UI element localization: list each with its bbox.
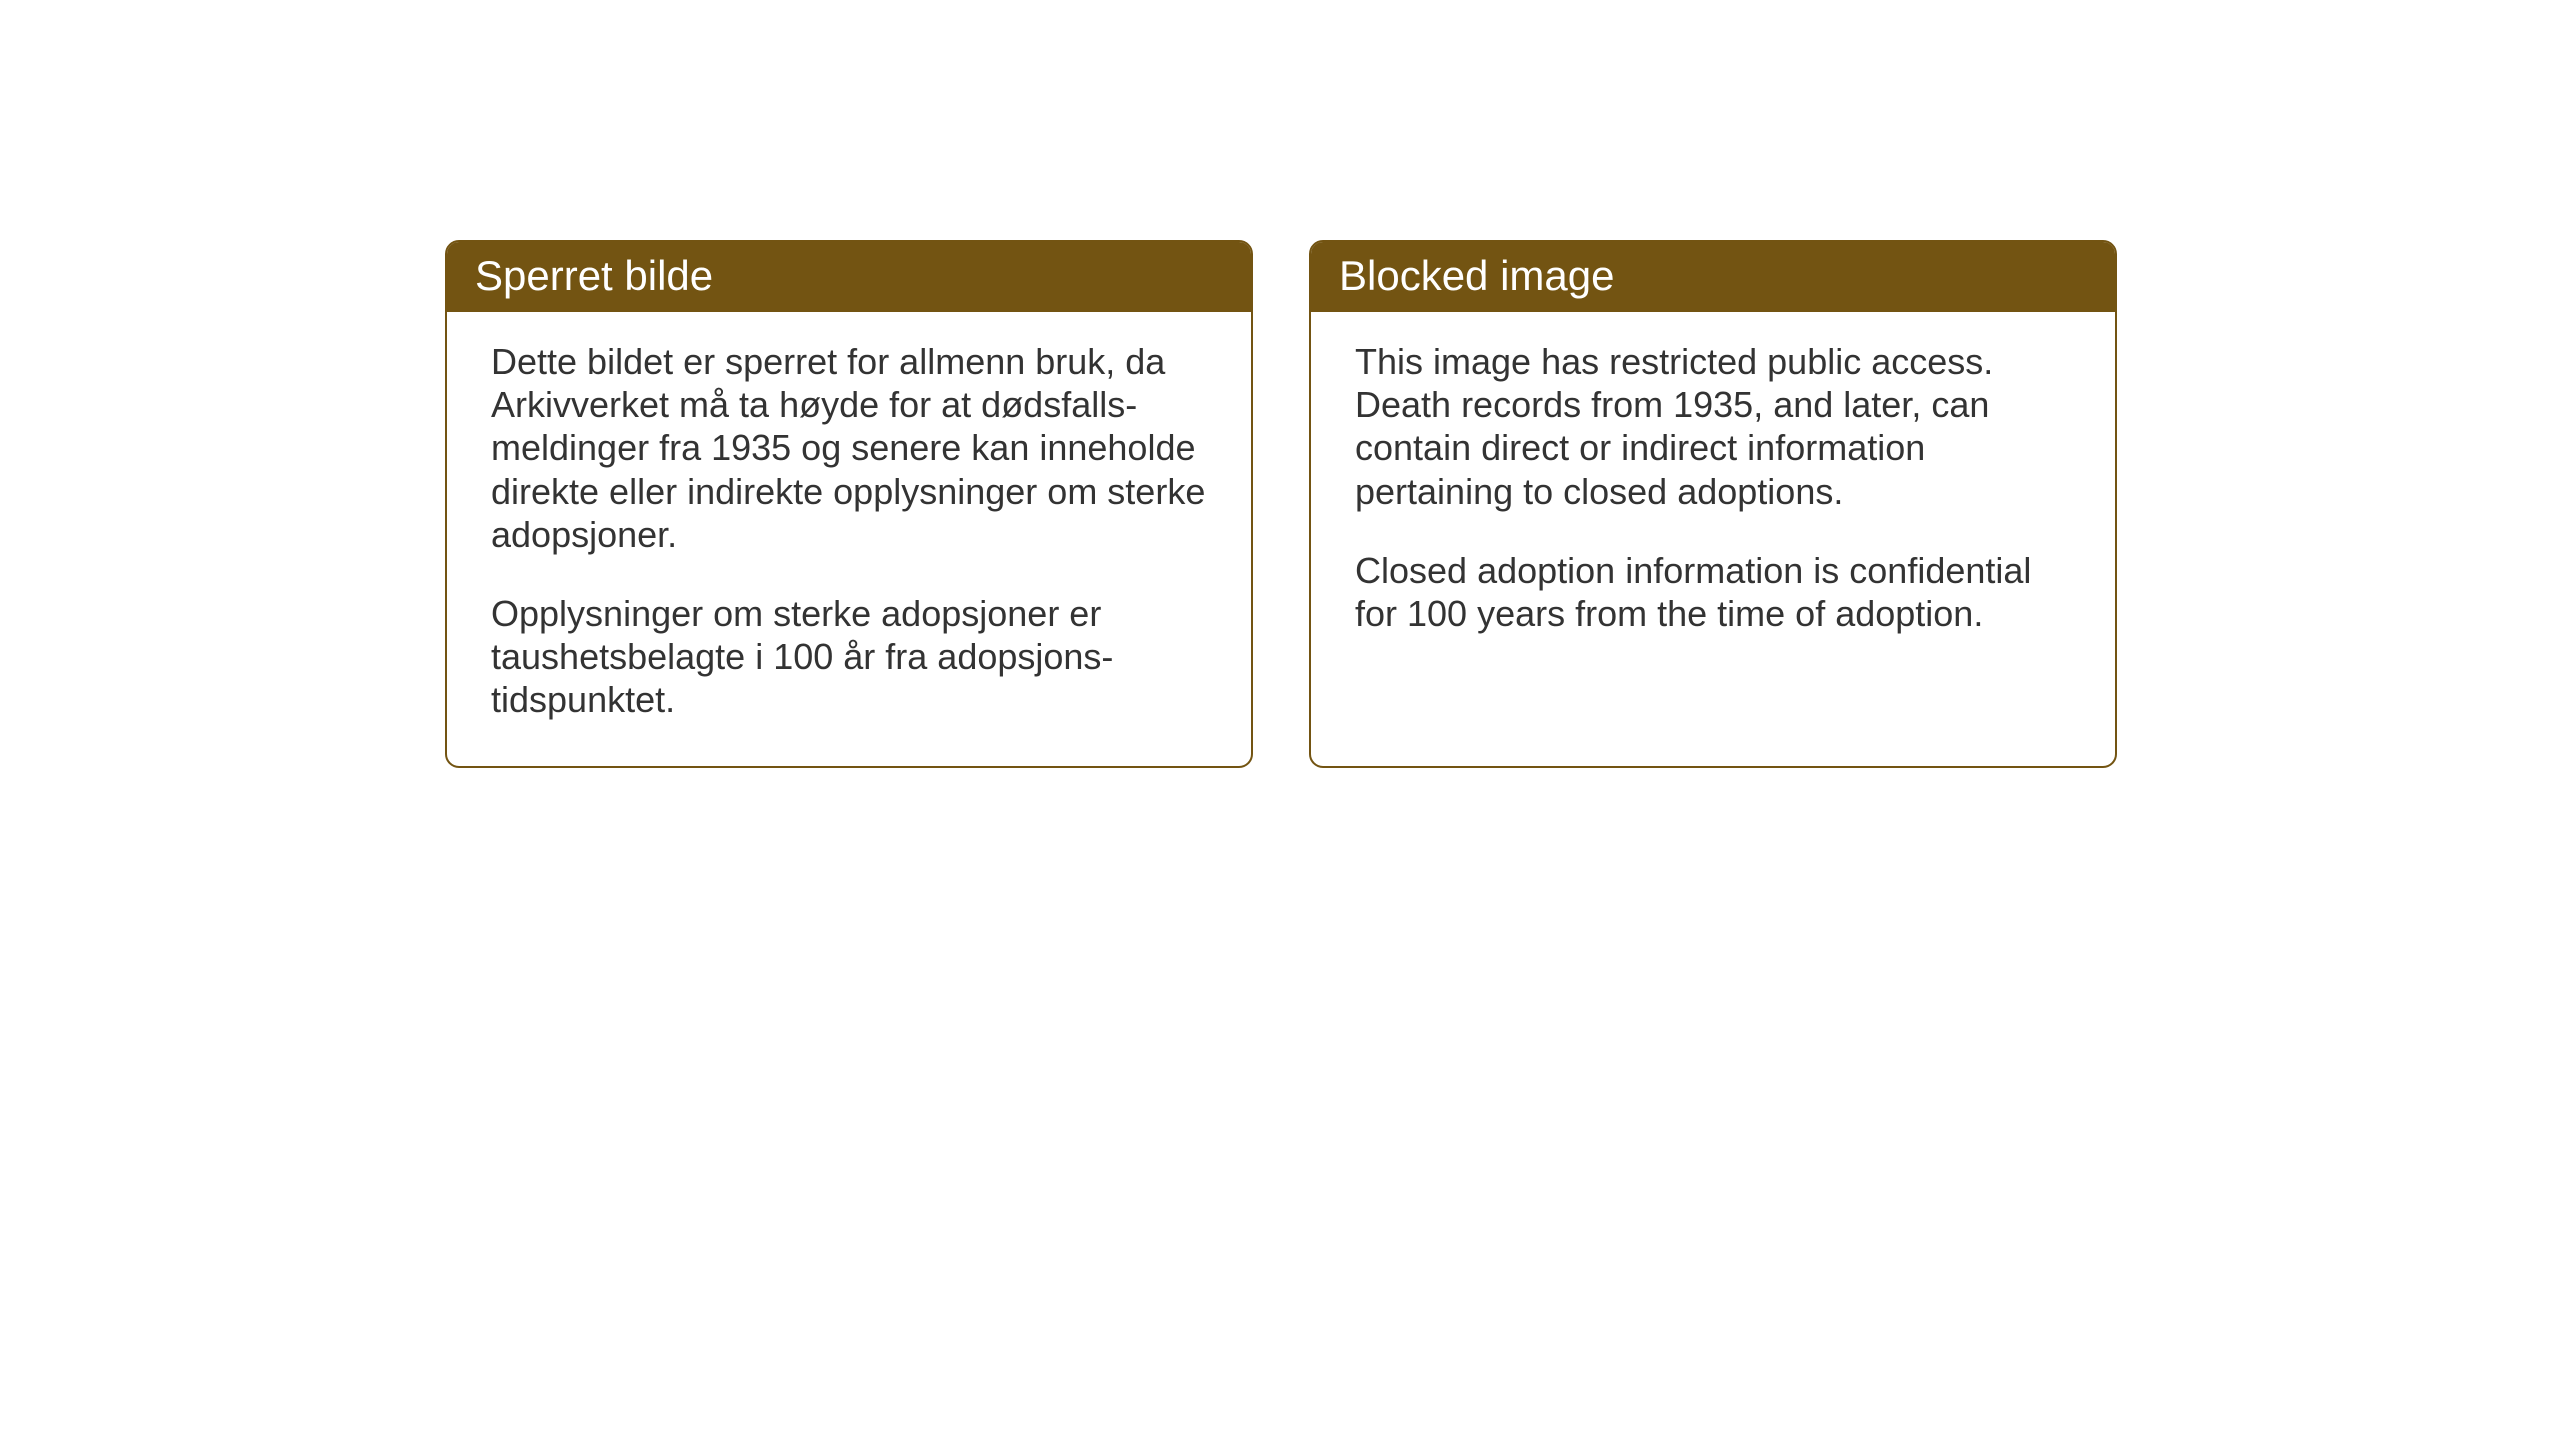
norwegian-card-header: Sperret bilde: [447, 242, 1251, 312]
norwegian-paragraph-1: Dette bildet er sperret for allmenn bruk…: [491, 340, 1207, 556]
english-card-body: This image has restricted public access.…: [1311, 312, 2115, 679]
norwegian-notice-card: Sperret bilde Dette bildet er sperret fo…: [445, 240, 1253, 768]
norwegian-card-title: Sperret bilde: [475, 252, 713, 299]
norwegian-paragraph-2: Opplysninger om sterke adopsjoner er tau…: [491, 592, 1207, 722]
notice-container: Sperret bilde Dette bildet er sperret fo…: [445, 240, 2117, 768]
english-paragraph-1: This image has restricted public access.…: [1355, 340, 2071, 513]
english-notice-card: Blocked image This image has restricted …: [1309, 240, 2117, 768]
norwegian-card-body: Dette bildet er sperret for allmenn bruk…: [447, 312, 1251, 766]
english-card-title: Blocked image: [1339, 252, 1614, 299]
english-paragraph-2: Closed adoption information is confident…: [1355, 549, 2071, 635]
english-card-header: Blocked image: [1311, 242, 2115, 312]
